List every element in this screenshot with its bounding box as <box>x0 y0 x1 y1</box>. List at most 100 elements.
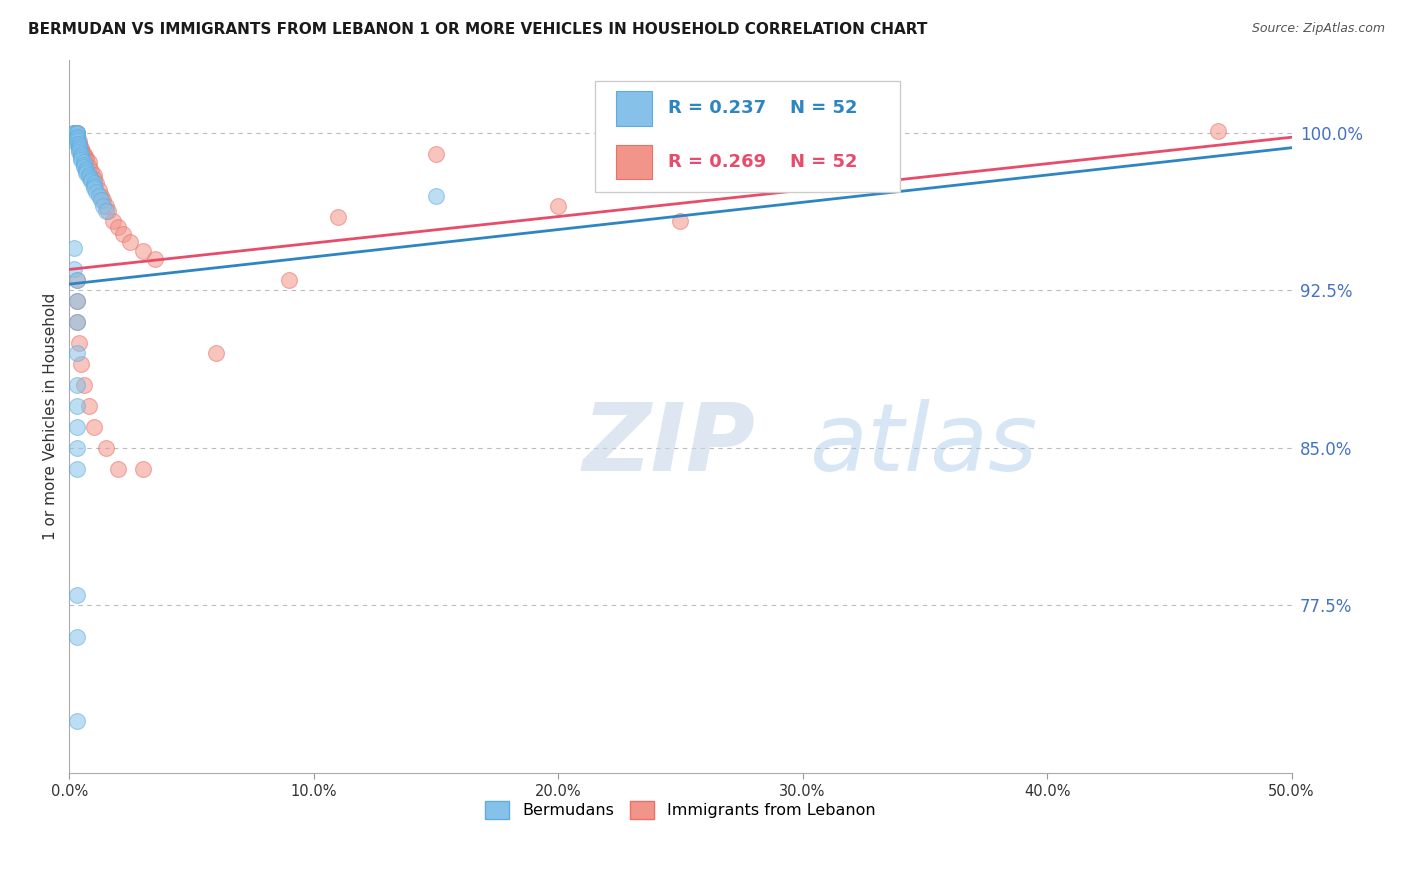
Text: N = 52: N = 52 <box>790 100 858 118</box>
Point <box>65 420 87 434</box>
Point <box>65 273 87 287</box>
Point <box>87 183 110 197</box>
Point <box>107 462 129 476</box>
Point <box>65 346 87 360</box>
Point <box>205 346 228 360</box>
Point <box>77 160 100 174</box>
Point <box>326 210 349 224</box>
Point <box>67 335 90 350</box>
Point <box>103 214 125 228</box>
Point <box>73 160 96 174</box>
Point <box>65 130 87 145</box>
Point <box>73 155 96 169</box>
Point <box>87 189 110 203</box>
Point <box>70 149 93 163</box>
Point <box>70 145 93 159</box>
Point <box>84 185 107 199</box>
Point <box>70 151 93 165</box>
Point <box>70 357 93 371</box>
Text: R = 0.237: R = 0.237 <box>668 100 766 118</box>
Point <box>65 462 87 476</box>
Point <box>65 130 87 145</box>
Point <box>67 141 90 155</box>
Legend: Bermudans, Immigrants from Lebanon: Bermudans, Immigrants from Lebanon <box>479 795 882 826</box>
Point <box>67 136 90 151</box>
Y-axis label: 1 or more Vehicles in Household: 1 or more Vehicles in Household <box>44 293 58 540</box>
FancyBboxPatch shape <box>616 145 652 179</box>
Point <box>65 128 87 143</box>
Point <box>131 462 153 476</box>
Point <box>107 220 129 235</box>
Point <box>669 214 692 228</box>
Point <box>97 203 120 218</box>
Point <box>65 132 87 146</box>
Point <box>65 630 87 644</box>
Point <box>63 126 86 140</box>
Point <box>65 315 87 329</box>
Point <box>94 441 117 455</box>
Point <box>94 203 117 218</box>
Point <box>143 252 166 266</box>
Point <box>80 174 103 188</box>
Point <box>65 293 87 308</box>
Point <box>1206 124 1229 138</box>
Text: N = 52: N = 52 <box>790 153 858 171</box>
Point <box>111 227 134 241</box>
Point <box>80 164 103 178</box>
Point <box>93 193 115 207</box>
Point <box>65 135 87 149</box>
Point <box>67 145 90 159</box>
Point <box>425 189 447 203</box>
Point <box>63 126 86 140</box>
Point <box>75 166 97 180</box>
Point <box>65 293 87 308</box>
Point <box>278 273 301 287</box>
Point <box>73 147 96 161</box>
Point <box>67 143 90 157</box>
Point <box>83 177 105 191</box>
Point <box>425 147 447 161</box>
Point <box>75 161 97 176</box>
Point <box>90 189 112 203</box>
Text: atlas: atlas <box>808 400 1038 491</box>
Point <box>73 149 96 163</box>
Point <box>75 164 97 178</box>
Point <box>80 172 103 186</box>
Point <box>65 441 87 455</box>
Point <box>131 244 153 258</box>
Point <box>83 168 105 182</box>
Point <box>65 399 87 413</box>
Point <box>65 126 87 140</box>
Point <box>65 132 87 146</box>
Point <box>120 235 142 249</box>
Point <box>65 588 87 602</box>
Point <box>70 143 93 157</box>
Point <box>77 399 100 413</box>
Point <box>65 130 87 145</box>
Point <box>67 135 90 149</box>
Point <box>65 714 87 728</box>
FancyBboxPatch shape <box>595 81 900 192</box>
Text: R = 0.269: R = 0.269 <box>668 153 766 171</box>
Point <box>70 141 93 155</box>
Text: Source: ZipAtlas.com: Source: ZipAtlas.com <box>1251 22 1385 36</box>
Point <box>84 177 107 191</box>
Point <box>65 315 87 329</box>
Point <box>65 273 87 287</box>
Point <box>77 155 100 169</box>
Text: ZIP: ZIP <box>582 399 755 491</box>
Point <box>547 199 569 213</box>
Point <box>83 180 105 194</box>
Point <box>63 126 86 140</box>
Point <box>93 199 115 213</box>
Point <box>70 147 93 161</box>
Point <box>73 377 96 392</box>
Point <box>63 126 86 140</box>
Point <box>75 153 97 168</box>
Point <box>75 151 97 165</box>
Point <box>77 168 100 182</box>
Point <box>67 138 90 153</box>
Point <box>83 178 105 193</box>
Point <box>94 199 117 213</box>
Point <box>83 172 105 186</box>
